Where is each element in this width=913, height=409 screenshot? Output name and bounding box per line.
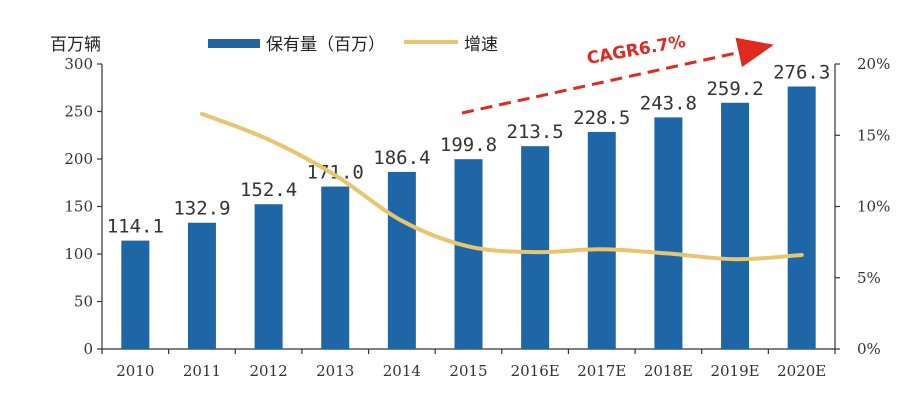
y2-tick-label: 0% [857,340,881,358]
y2-axis-ticks: 0% 5% 10% 15% 20% [835,55,890,358]
x-axis-ticks: 2010 2011 2012 2013 2014 2015 2016E 2017E 2018E 2… [101,349,836,380]
bar-value-label: 132.9 [173,198,230,220]
bar-value-label: 276.3 [773,62,830,84]
y2-tick-label: 10% [857,198,890,216]
bar-value-label: 114.1 [107,216,164,238]
x-tick-label: 2019E [710,362,759,380]
bar [454,159,483,349]
x-tick-label: 2018E [644,362,693,380]
cagr-label: CAGR6.7% [585,32,687,69]
x-tick-label: 2014 [383,362,421,380]
x-tick-label: 2015 [449,362,487,380]
y2-tick-label: 5% [857,269,881,287]
legend-label-line: 增速 [464,35,498,55]
bar [654,117,683,349]
y-axis-unit-label: 百万辆 [50,35,101,55]
bar [521,146,550,349]
x-tick-label: 2013 [316,362,354,380]
bar-value-label: 213.5 [507,121,564,143]
legend: 保有量（百万） 增速 [208,35,498,55]
bar [721,102,750,349]
y-tick-label: 250 [64,103,93,121]
bar-value-label: 186.4 [373,147,430,169]
legend-label-bar: 保有量（百万） [266,35,385,55]
bar [787,86,816,349]
bar-value-label: 243.8 [640,92,697,114]
x-tick-label: 2017E [577,362,626,380]
bar-value-label: 199.8 [440,134,497,156]
x-tick-label: 2011 [183,362,221,380]
bar [587,131,616,349]
y-tick-label: 200 [64,150,93,168]
y-tick-label: 0 [83,340,93,358]
bar-series [121,86,816,349]
bar [254,204,283,349]
x-tick-label: 2020E [777,362,826,380]
bar [387,171,416,349]
y-tick-label: 100 [64,245,93,263]
bar-value-label: 228.5 [573,107,630,129]
legend-swatch-bar [208,39,260,48]
y-tick-label: 300 [64,55,93,73]
y-tick-label: 150 [64,198,93,216]
x-tick-label: 2010 [116,362,154,380]
y2-tick-label: 20% [857,55,890,73]
cagr-annotation: CAGR6.7% [461,32,774,115]
bar-value-labels: 114.1132.9152.4171.0186.4199.8213.5228.5… [107,62,831,238]
bar-value-label: 259.2 [706,78,763,100]
bar [321,186,350,349]
growth-rate-line [200,111,804,262]
bar [121,240,150,349]
y-tick-label: 50 [74,293,93,311]
bar [187,222,216,349]
cagr-arrow [461,37,774,115]
bar-value-label: 152.4 [240,179,297,201]
y2-tick-label: 15% [857,126,890,144]
x-tick-label: 2012 [249,362,287,380]
x-tick-label: 2016E [511,362,560,380]
y-axis-ticks: 0 50 100 150 200 250 300 [64,55,102,358]
